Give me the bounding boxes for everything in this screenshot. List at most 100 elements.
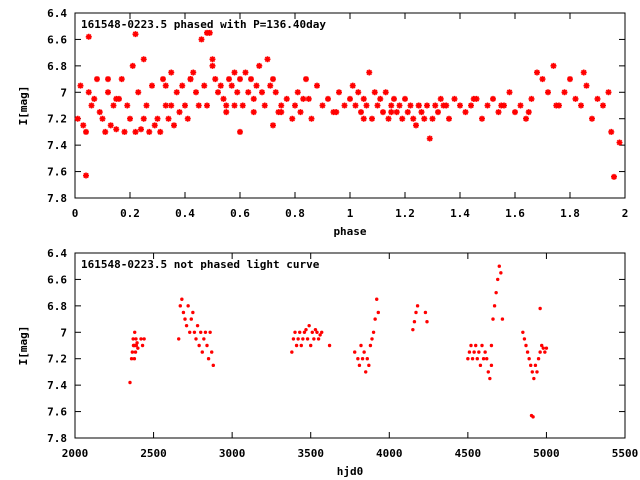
x-tick-label: 4000 bbox=[376, 447, 403, 460]
data-point bbox=[525, 109, 532, 116]
data-point bbox=[500, 317, 505, 321]
data-point bbox=[391, 95, 397, 102]
data-point bbox=[83, 172, 89, 179]
data-point bbox=[327, 343, 332, 348]
data-point bbox=[237, 128, 243, 135]
data-point bbox=[231, 102, 238, 109]
data-point bbox=[291, 337, 296, 341]
data-point bbox=[162, 82, 169, 89]
data-point bbox=[118, 76, 125, 83]
data-point bbox=[130, 350, 135, 354]
data-point bbox=[349, 82, 356, 89]
data-point bbox=[553, 102, 560, 109]
x-axis-ticks: 2000 2500 3000 3500 4000 4500 5000 5500 bbox=[62, 253, 638, 460]
data-point bbox=[418, 109, 425, 116]
data-point bbox=[414, 310, 418, 315]
data-point bbox=[363, 102, 370, 109]
data-point bbox=[359, 343, 363, 348]
data-point bbox=[399, 115, 406, 122]
data-point bbox=[341, 102, 348, 109]
data-point bbox=[304, 327, 308, 332]
data-point bbox=[462, 109, 469, 116]
data-point bbox=[226, 76, 232, 83]
data-point bbox=[316, 337, 321, 341]
data-point bbox=[132, 128, 139, 135]
data-point bbox=[494, 290, 498, 295]
data-point bbox=[336, 89, 342, 96]
data-point bbox=[186, 304, 190, 308]
data-point bbox=[512, 109, 518, 116]
data-point bbox=[132, 31, 139, 38]
x-tick-label: 3000 bbox=[219, 447, 246, 460]
data-point bbox=[498, 102, 505, 109]
data-point bbox=[561, 89, 568, 96]
data-point bbox=[183, 317, 187, 321]
data-point bbox=[412, 320, 417, 324]
data-point bbox=[506, 89, 513, 96]
data-point bbox=[485, 357, 489, 361]
data-point bbox=[195, 323, 200, 328]
x-tick-label: 1.2 bbox=[395, 207, 415, 220]
data-point bbox=[483, 350, 487, 354]
data-point bbox=[131, 337, 135, 341]
data-point bbox=[168, 69, 175, 76]
data-point bbox=[168, 102, 175, 109]
data-point bbox=[160, 76, 166, 83]
data-point bbox=[305, 337, 310, 341]
data-point bbox=[184, 323, 189, 328]
data-point bbox=[319, 102, 326, 109]
data-point bbox=[209, 62, 216, 69]
x-tick-label: 1.8 bbox=[560, 207, 580, 220]
data-point bbox=[264, 56, 271, 63]
data-point bbox=[94, 76, 100, 83]
data-point bbox=[270, 76, 276, 83]
data-point bbox=[415, 304, 420, 308]
data-point bbox=[234, 89, 241, 96]
data-point bbox=[616, 139, 623, 146]
data-point bbox=[133, 350, 138, 354]
y-axis-ticks: 6.4 6.6 6.8 7 7.2 7.4 7.6 7.8 bbox=[47, 7, 625, 205]
data-point bbox=[256, 62, 263, 69]
data-points bbox=[75, 30, 623, 180]
plot-frame bbox=[74, 252, 626, 439]
data-point bbox=[135, 89, 142, 96]
y-tick-label: 6.8 bbox=[47, 60, 67, 73]
data-point bbox=[478, 363, 483, 368]
y-tick-label: 7.8 bbox=[47, 192, 67, 205]
data-point bbox=[541, 346, 545, 350]
data-point bbox=[530, 370, 534, 374]
data-point bbox=[212, 76, 219, 83]
data-point bbox=[550, 62, 557, 69]
data-point bbox=[203, 330, 208, 334]
data-point bbox=[300, 95, 307, 102]
data-point bbox=[187, 76, 194, 83]
data-point bbox=[539, 76, 546, 83]
data-point bbox=[435, 109, 441, 116]
data-point bbox=[451, 95, 458, 102]
data-point bbox=[253, 82, 260, 89]
data-point bbox=[223, 102, 230, 109]
data-point bbox=[142, 337, 146, 341]
data-point bbox=[325, 95, 331, 102]
data-point bbox=[208, 330, 212, 334]
data-point bbox=[531, 415, 535, 419]
y-tick-label: 7.6 bbox=[47, 406, 67, 419]
data-point bbox=[522, 337, 527, 341]
data-point bbox=[525, 350, 530, 354]
data-point bbox=[318, 333, 322, 337]
data-point bbox=[297, 109, 304, 116]
data-point bbox=[364, 370, 368, 374]
data-point bbox=[132, 357, 137, 361]
data-point bbox=[149, 82, 155, 89]
data-point bbox=[313, 327, 318, 332]
data-point bbox=[457, 102, 463, 109]
data-point bbox=[179, 82, 186, 89]
data-point bbox=[128, 380, 132, 385]
y-tick-label: 6.6 bbox=[47, 273, 67, 286]
data-point bbox=[310, 330, 314, 334]
data-point bbox=[231, 69, 238, 76]
data-point bbox=[594, 95, 601, 102]
data-point bbox=[315, 330, 319, 334]
data-point bbox=[99, 115, 106, 122]
data-point bbox=[572, 95, 579, 102]
